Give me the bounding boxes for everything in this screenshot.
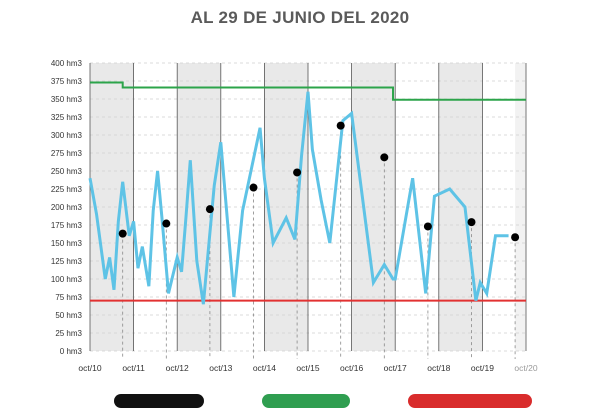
y-tick-label-15: 375 hm3 xyxy=(51,77,83,86)
y-tick-label-16: 400 hm3 xyxy=(51,59,83,68)
y-tick-label-13: 325 hm3 xyxy=(51,113,83,122)
x-tick-label-5: oct/15 xyxy=(296,363,319,373)
data-point-6 xyxy=(380,153,389,162)
x-tick-label-10: oct/20 xyxy=(514,363,537,373)
data-point-1 xyxy=(162,219,171,228)
y-tick-label-0: 0 hm3 xyxy=(60,347,83,356)
x-tick-label-0: oct/10 xyxy=(78,363,101,373)
legend-red-swatch xyxy=(408,394,532,408)
x-tick-label-6: oct/16 xyxy=(340,363,363,373)
data-point-8 xyxy=(467,218,476,227)
data-point-2 xyxy=(205,205,214,214)
y-tick-labels: 0 hm3 25 hm3 50 hm3 75 hm3 100 hm3 125 hm3 150… xyxy=(51,59,83,356)
series-line xyxy=(88,91,509,305)
data-point-0 xyxy=(118,229,127,238)
y-tick-label-3: 75 hm3 xyxy=(55,293,82,302)
legend-green-swatch xyxy=(262,394,350,408)
y-tick-label-9: 225 hm3 xyxy=(51,185,83,194)
y-tick-label-14: 350 hm3 xyxy=(51,95,83,104)
x-tick-label-8: oct/18 xyxy=(427,363,450,373)
band-end xyxy=(515,63,526,351)
y-tick-label-6: 150 hm3 xyxy=(51,239,83,248)
x-tick-labels: oct/10 oct/11 oct/12 oct/13 oct/14 oct/15 oct/… xyxy=(78,363,537,373)
data-point-3 xyxy=(249,183,258,192)
y-tick-label-2: 50 hm3 xyxy=(55,311,82,320)
data-point-9 xyxy=(511,233,520,242)
chart-title: AL 29 DE JUNIO DEL 2020 xyxy=(190,8,410,27)
legend-black-swatch xyxy=(114,394,204,408)
x-tick-label-2: oct/12 xyxy=(166,363,189,373)
x-tick-label-3: oct/13 xyxy=(209,363,232,373)
y-tick-label-4: 100 hm3 xyxy=(51,275,83,284)
reference-lines xyxy=(90,81,526,302)
y-tick-label-11: 275 hm3 xyxy=(51,149,83,158)
x-tick-label-1: oct/11 xyxy=(122,363,145,373)
y-tick-label-1: 25 hm3 xyxy=(55,329,82,338)
gridlines xyxy=(89,62,527,352)
upper-reference-line xyxy=(90,81,526,101)
data-point-7 xyxy=(423,222,432,231)
x-tick-label-4: oct/14 xyxy=(253,363,276,373)
data-point-4 xyxy=(293,168,302,177)
series-line-group xyxy=(88,91,509,305)
y-tick-label-8: 200 hm3 xyxy=(51,203,83,212)
y-tick-label-5: 125 hm3 xyxy=(51,257,83,266)
data-points xyxy=(118,121,520,242)
x-tick-label-9: oct/19 xyxy=(471,363,494,373)
x-tick-label-7: oct/17 xyxy=(384,363,407,373)
y-tick-label-7: 175 hm3 xyxy=(51,221,83,230)
y-tick-label-10: 250 hm3 xyxy=(51,167,83,176)
data-point-5 xyxy=(336,121,345,130)
y-tick-label-12: 300 hm3 xyxy=(51,131,83,140)
